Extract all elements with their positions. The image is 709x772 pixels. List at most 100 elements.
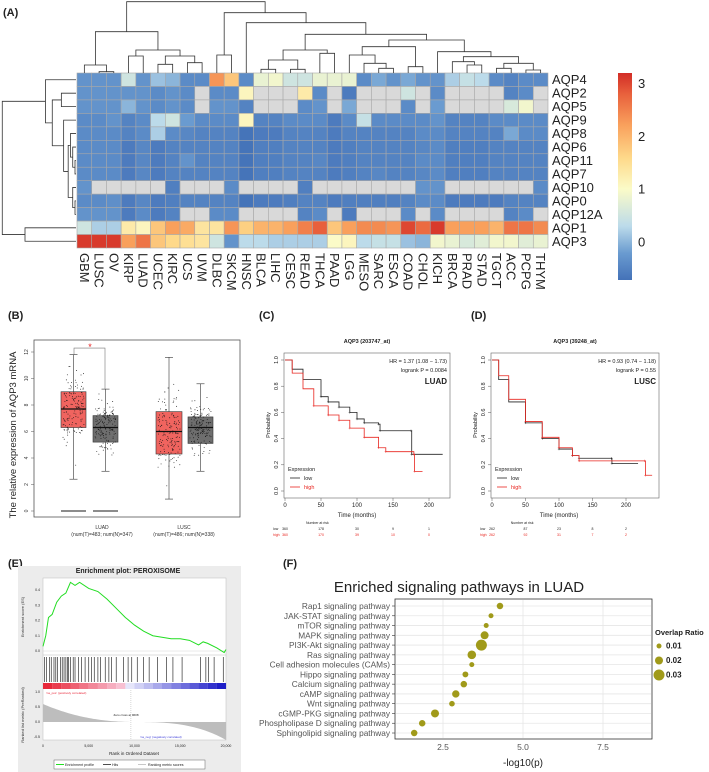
jitter-point xyxy=(80,430,82,431)
heatmap-cell xyxy=(253,193,269,208)
jitter-point xyxy=(114,433,116,435)
heatmap-cell xyxy=(194,153,210,168)
jitter-point xyxy=(179,421,180,423)
jitter-point xyxy=(206,432,208,434)
heatmap-cell xyxy=(312,113,328,128)
heatmap-cell xyxy=(165,113,181,128)
heatmap-cell xyxy=(268,126,284,141)
heatmap-cell xyxy=(238,99,254,114)
heatmap-cell xyxy=(518,234,534,249)
gsea-pos-label: 'na_pos' (positively correlated) xyxy=(46,691,86,695)
heatmap-cell xyxy=(268,140,284,155)
heatmap-cell xyxy=(135,193,151,208)
jitter-point xyxy=(80,420,82,422)
heatmap-cell xyxy=(356,99,372,114)
heatmap-cell xyxy=(415,86,431,101)
heatmap-cell xyxy=(223,86,240,101)
jitter-point xyxy=(190,407,192,409)
jitter-point xyxy=(111,429,113,430)
heatmap-cell xyxy=(429,153,446,168)
jitter-point xyxy=(69,395,71,397)
heatmap-cell xyxy=(106,126,122,141)
heatmap-column-label: DLBC xyxy=(209,253,224,288)
jitter-point xyxy=(196,421,197,423)
risk-value: 7 xyxy=(592,533,594,537)
heatmap-cell xyxy=(179,166,196,181)
km-legend-title: Expression xyxy=(288,467,315,473)
jitter-point xyxy=(106,414,108,416)
jitter-point xyxy=(65,395,67,397)
heatmap-cell xyxy=(385,99,402,114)
jitter-point xyxy=(110,444,112,446)
heatmap-cell xyxy=(385,72,402,87)
jitter-point xyxy=(107,448,109,450)
heatmap-column-label: BLCA xyxy=(253,253,268,287)
heatmap-cell xyxy=(223,99,240,114)
jitter-point xyxy=(101,430,103,432)
heatmap-cell xyxy=(488,99,505,114)
rank-color-bar-segment xyxy=(61,683,71,689)
jitter-point xyxy=(112,452,114,454)
heatmap-cell xyxy=(253,140,269,155)
heatmap-cell xyxy=(120,99,137,114)
heatmap: AQP4AQP2AQP5AQP9AQP8AQP6AQP11AQP7AQP10AQ… xyxy=(1,1,645,291)
column-dendrogram-branch xyxy=(361,46,416,67)
jitter-point xyxy=(203,430,205,432)
pathway-label: Calcium signaling pathway xyxy=(292,679,391,689)
heatmap-cell xyxy=(120,166,137,181)
jitter-point xyxy=(80,413,82,414)
column-dendrogram-branch xyxy=(319,52,335,73)
heatmap-cell xyxy=(429,180,446,195)
heatmap-cell xyxy=(76,153,93,168)
heatmap-cell xyxy=(91,113,107,128)
heatmap-cell xyxy=(488,86,505,101)
jitter-point xyxy=(107,440,109,442)
jitter-point xyxy=(209,429,211,431)
km-cohort: LUSC xyxy=(634,377,656,386)
heatmap-cell xyxy=(238,220,254,235)
heatmap-cell xyxy=(415,207,431,222)
jitter-point xyxy=(63,418,64,420)
x-tick-label: 150 xyxy=(388,503,399,509)
heatmap-cell xyxy=(356,220,372,235)
jitter-point xyxy=(76,406,78,408)
y-tick-label: 0.4 xyxy=(481,435,487,443)
jitter-point xyxy=(114,416,116,418)
heatmap-cell xyxy=(282,113,299,128)
gsea-x-tick-label: 10,000 xyxy=(129,744,140,748)
heatmap-cell xyxy=(518,72,534,87)
heatmap-cell xyxy=(326,234,343,249)
pathway-label: Phospholipase D signaling pathway xyxy=(259,718,391,728)
y-tick-label: 6 xyxy=(24,430,30,433)
heatmap-cell xyxy=(532,113,549,128)
heatmap-cell xyxy=(532,180,549,195)
jitter-point xyxy=(169,422,171,424)
heatmap-column-label: CHOL xyxy=(415,253,430,289)
heatmap-cell xyxy=(253,126,269,141)
heatmap-cell xyxy=(371,180,387,195)
pathway-label: Ras signaling pathway xyxy=(307,650,391,660)
jitter-point xyxy=(200,418,202,420)
jitter-point xyxy=(171,440,173,441)
risk-value: 360 xyxy=(282,533,288,537)
gsea-legend-item: Enrichment profile xyxy=(65,763,94,767)
jitter-point xyxy=(202,423,204,425)
heatmap-cell xyxy=(459,113,475,128)
heatmap-cell xyxy=(165,140,181,155)
gsea-x-tick-label: 20,000 xyxy=(221,744,232,748)
jitter-point xyxy=(158,429,160,431)
jitter-point xyxy=(98,433,100,435)
heatmap-column-label: KIRP xyxy=(121,253,136,283)
heatmap-row-label: AQP9 xyxy=(552,113,587,128)
rank-color-bar-segment xyxy=(52,683,62,689)
heatmap-cell xyxy=(415,126,431,141)
jitter-point xyxy=(104,438,106,440)
jitter-point xyxy=(208,422,210,424)
heatmap-cell xyxy=(444,99,460,114)
jitter-point xyxy=(113,441,115,443)
jitter-point xyxy=(169,417,171,419)
heatmap-cell xyxy=(179,99,196,114)
heatmap-cell xyxy=(106,99,122,114)
jitter-point xyxy=(75,416,77,418)
jitter-point xyxy=(207,407,209,409)
